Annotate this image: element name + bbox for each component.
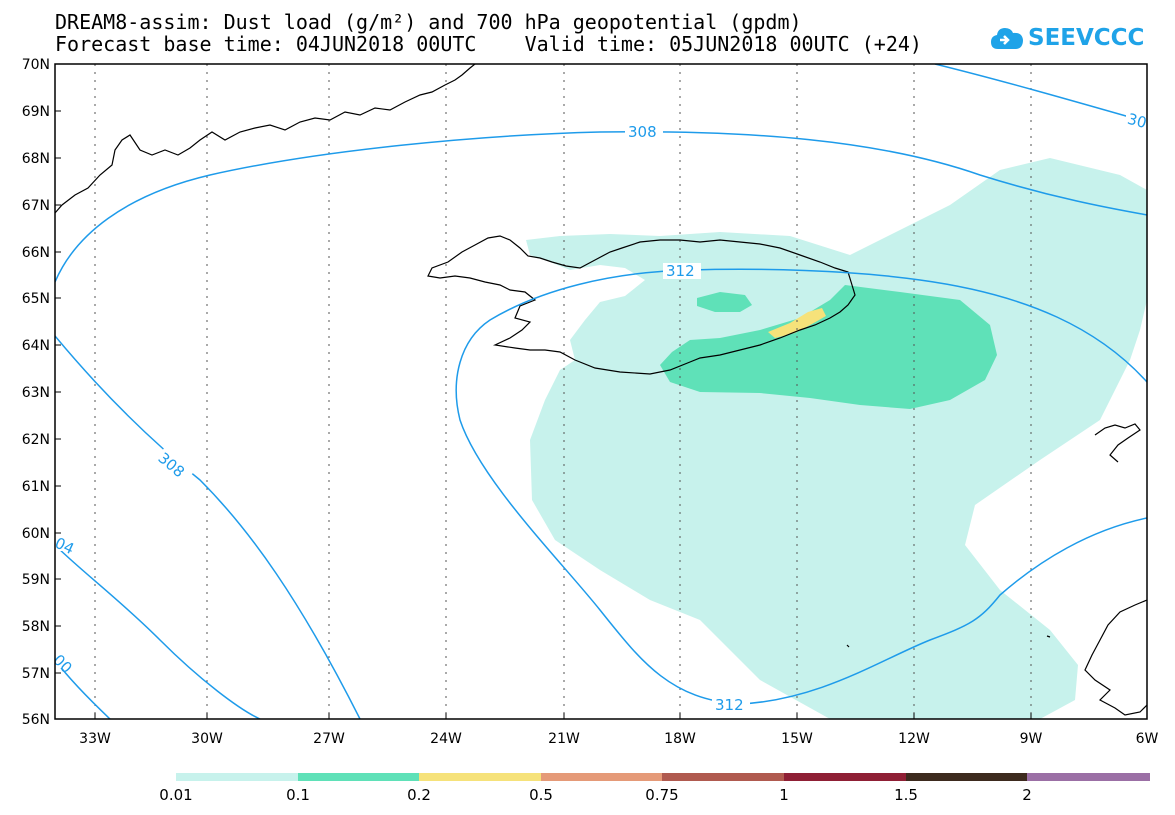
- colorbar-swatch: [1027, 773, 1150, 781]
- contour-304: [55, 544, 261, 719]
- greenland-coastline: [55, 64, 476, 214]
- contour-label: 308: [628, 123, 657, 141]
- iceland-coastline: [427, 235, 856, 375]
- map-subtitle: Forecast base time: 04JUN2018 00UTC Vali…: [55, 32, 922, 56]
- lon-label: 12W: [898, 731, 930, 747]
- colorbar-label: 0.2: [407, 786, 431, 804]
- islet: [1046, 635, 1051, 638]
- islet: [846, 644, 850, 648]
- lon-label: 33W: [79, 731, 111, 747]
- colorbar-swatch: [419, 773, 541, 781]
- lat-label: 60N: [22, 526, 50, 542]
- lon-label: 27W: [313, 731, 345, 747]
- contour-312: [455, 268, 1147, 705]
- lon-label: 21W: [548, 731, 580, 747]
- map-title: DREAM8-assim: Dust load (g/m²) and 700 h…: [55, 10, 802, 34]
- colorbar-label: 0.5: [529, 786, 553, 804]
- dust-area-0.01: [526, 158, 1147, 719]
- contour-label: 312: [666, 262, 695, 280]
- lat-label: 65N: [22, 291, 50, 307]
- lon-label: 15W: [781, 731, 813, 747]
- colorbar-swatch: [662, 773, 784, 781]
- colorbar-swatch: [784, 773, 906, 781]
- contour-308-north: [55, 131, 1147, 283]
- lat-label: 68N: [22, 151, 50, 167]
- colorbar: [176, 773, 1150, 781]
- lon-label: 24W: [430, 731, 462, 747]
- colorbar-label: 1: [779, 786, 789, 804]
- contour-label: 04: [52, 534, 77, 558]
- contour-label: 312: [715, 696, 744, 714]
- faroe-coastline: [1094, 423, 1141, 463]
- colorbar-swatch: [906, 773, 1027, 781]
- cloud-icon: [991, 28, 1023, 49]
- lat-label: 64N: [22, 338, 50, 354]
- lon-label: 6W: [1136, 731, 1159, 747]
- contour-308-south: [55, 335, 361, 719]
- lat-label: 58N: [22, 619, 50, 635]
- lat-label: 56N: [22, 712, 50, 728]
- colorbar-label: 0.01: [159, 786, 193, 804]
- dust-area-0.1: [697, 292, 752, 312]
- colorbar-swatch: [176, 773, 298, 781]
- lat-label: 67N: [22, 198, 50, 214]
- contour-300-north: [934, 64, 1147, 123]
- colorbar-label: 2: [1022, 786, 1032, 804]
- lat-label: 70N: [22, 57, 50, 73]
- colorbar-swatch: [298, 773, 419, 781]
- lat-label: 63N: [22, 385, 50, 401]
- seevccc-logo: SEEVCCC: [990, 18, 1144, 58]
- colorbar-label: 0.1: [286, 786, 310, 804]
- lon-label: 9W: [1020, 731, 1043, 747]
- scotland-coastline: [1084, 599, 1147, 716]
- lon-label: 30W: [191, 731, 223, 747]
- lon-label: 18W: [664, 731, 696, 747]
- colorbar-swatch: [541, 773, 662, 781]
- contour-label: 30: [1125, 110, 1148, 132]
- lat-label: 69N: [22, 104, 50, 120]
- dust-area-0.1: [660, 285, 997, 409]
- lat-label: 57N: [22, 666, 50, 682]
- logo-text: SEEVCCC: [1028, 25, 1145, 51]
- colorbar-label: 0.75: [645, 786, 679, 804]
- colorbar-label: 1.5: [894, 786, 918, 804]
- lat-label: 66N: [22, 245, 50, 261]
- lat-label: 59N: [22, 572, 50, 588]
- dust-area-0.2: [768, 308, 826, 338]
- lat-label: 61N: [22, 479, 50, 495]
- lat-label: 62N: [22, 432, 50, 448]
